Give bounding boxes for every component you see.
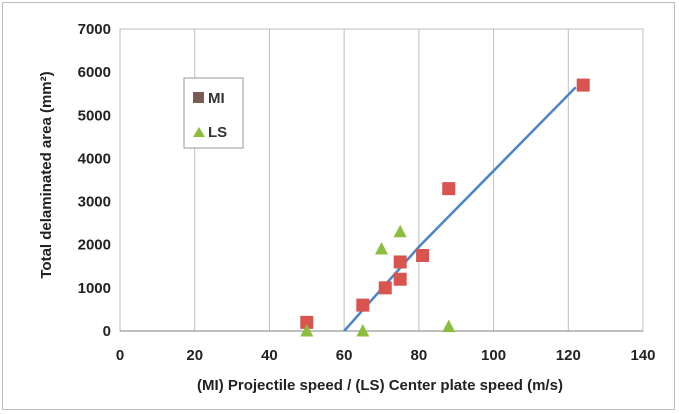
y-tick-label: 5000 <box>78 107 111 124</box>
y-tick-label: 4000 <box>78 150 111 167</box>
data-point-mi <box>416 249 430 262</box>
x-tick-label: 80 <box>411 347 428 364</box>
y-tick-label: 1000 <box>78 280 111 297</box>
legend-label-ls: LS <box>208 124 227 141</box>
y-tick-label: 2000 <box>78 237 111 254</box>
legend-label-mi: MI <box>208 90 225 107</box>
legend: MI LS <box>183 77 244 149</box>
grid <box>119 28 644 332</box>
y-tick-label: 3000 <box>78 194 111 211</box>
data-point-mi <box>393 255 407 269</box>
data-point-ls <box>375 242 388 255</box>
y-tick-label: 0 <box>103 323 111 340</box>
y-axis-title: Total delaminated area (mm²) <box>38 71 55 278</box>
y-tick-label: 6000 <box>78 64 111 81</box>
x-tick-label: 0 <box>116 347 124 364</box>
legend-marker-mi <box>193 92 204 103</box>
x-tick-labels: 0 20 40 60 80 100 120 140 <box>116 347 656 364</box>
data-point-mi <box>378 281 392 295</box>
x-tick-label: 60 <box>336 347 353 364</box>
y-tick-label: 7000 <box>78 21 111 38</box>
data-point-ls <box>356 324 370 337</box>
data-point-ls <box>393 224 407 238</box>
trend-line <box>343 86 577 332</box>
data-point-ls <box>300 324 314 337</box>
scatter-chart: 0 1000 2000 3000 4000 5000 6000 7000 0 20 40 60 80 1… <box>38 21 656 394</box>
trend-line-group <box>343 86 577 332</box>
data-point-mi <box>356 298 370 312</box>
x-tick-label: 120 <box>556 347 581 364</box>
x-axis-title: (MI) Projectile speed / (LS) Center plat… <box>197 377 563 394</box>
x-tick-label: 20 <box>186 347 203 364</box>
data-point-mi <box>300 315 314 329</box>
data-point-mi <box>393 272 407 286</box>
data-point-ls <box>442 319 456 333</box>
y-tick-labels: 0 1000 2000 3000 4000 5000 6000 7000 <box>78 21 111 340</box>
x-tick-label: 40 <box>261 347 278 364</box>
chart-frame: 0 1000 2000 3000 4000 5000 6000 7000 0 20 40 60 80 1… <box>2 2 675 410</box>
x-tick-label: 100 <box>481 347 506 364</box>
data-point-mi <box>442 182 456 196</box>
data-point-mi <box>576 78 590 92</box>
legend-marker-ls <box>193 127 205 137</box>
x-tick-label: 140 <box>630 347 655 364</box>
data-marks <box>300 78 590 337</box>
